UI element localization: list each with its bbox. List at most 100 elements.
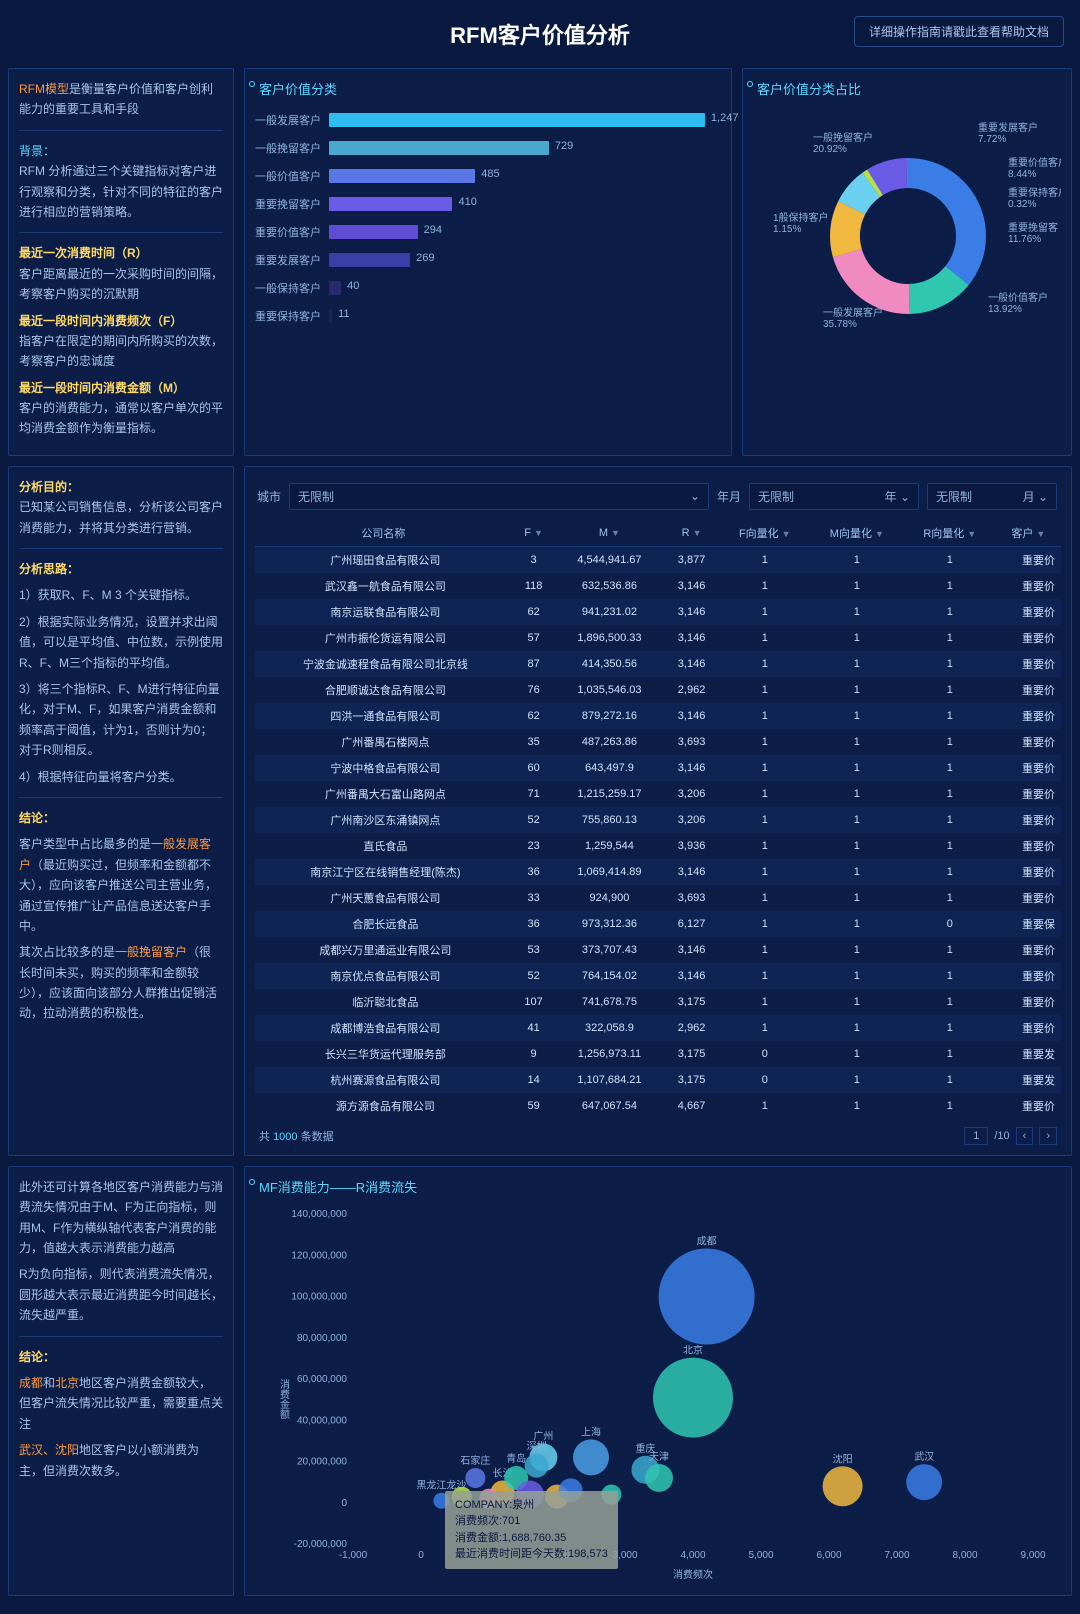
- chevron-down-icon: ⌄: [690, 489, 700, 503]
- scatter-chart-title: MF消费能力——R消费流失: [255, 1177, 1061, 1196]
- svg-text:重要挽留客11.76%: 重要挽留客11.76%: [1008, 221, 1058, 245]
- bar-row: 一般价值客户 485: [255, 162, 721, 190]
- svg-text:4,000: 4,000: [680, 1550, 705, 1561]
- bar-row: 重要挽留客户 410: [255, 190, 721, 218]
- table-row[interactable]: 长兴三华货运代理服务部91,256,973.113,175011重要发: [255, 1041, 1061, 1067]
- table-header[interactable]: R▼: [664, 520, 720, 547]
- donut-chart-title: 客户价值分类占比: [753, 79, 1061, 98]
- svg-text:沈阳: 沈阳: [833, 1452, 853, 1465]
- sidebar-analysis: 分析目的：已知某公司销售信息，分析该公司客户消费能力，并将其分类进行营销。 分析…: [8, 466, 234, 1156]
- filter-city-select[interactable]: 无限制⌄: [289, 483, 709, 510]
- bar-row: 重要发展客户 269: [255, 246, 721, 274]
- svg-text:青岛: 青岛: [506, 1452, 526, 1465]
- svg-text:上海: 上海: [581, 1425, 601, 1438]
- table-header[interactable]: F▼: [512, 520, 556, 547]
- bar-chart-title: 客户价值分类: [255, 79, 721, 98]
- bar-row: 重要保持客户 11: [255, 302, 721, 330]
- svg-text:深圳: 深圳: [527, 1440, 547, 1452]
- table-row[interactable]: 南京江宁区在线销售经理(陈杰)361,069,414.893,146111重要价: [255, 859, 1061, 885]
- table-row[interactable]: 广州市振伦货运有限公司571,896,500.333,146111重要价: [255, 625, 1061, 651]
- table-row[interactable]: 合肥顺诚达食品有限公司761,035,546.032,962111重要价: [255, 677, 1061, 703]
- svg-text:一般挽留客户20.92%: 一般挽留客户20.92%: [813, 131, 873, 155]
- table-header[interactable]: 客户▼: [996, 520, 1061, 547]
- svg-text:一般发展客户35.78%: 一般发展客户35.78%: [823, 306, 883, 330]
- page-current[interactable]: 1: [964, 1127, 988, 1145]
- svg-text:20,000,000: 20,000,000: [297, 1456, 347, 1467]
- svg-text:武汉: 武汉: [914, 1450, 934, 1463]
- table-row[interactable]: 南京运联食品有限公司62941,231.023,146111重要价: [255, 599, 1061, 625]
- table-header[interactable]: 公司名称: [255, 520, 512, 547]
- bar-row: 一般保持客户 40: [255, 274, 721, 302]
- table-row[interactable]: 四洪一通食品有限公司62879,272.163,146111重要价: [255, 703, 1061, 729]
- table-row[interactable]: 源方源食品有限公司59647,067.544,667111重要价: [255, 1093, 1061, 1119]
- table-row[interactable]: 广州南沙区东涌镇网点52755,860.133,206111重要价: [255, 807, 1061, 833]
- table-row[interactable]: 广州番禺大石富山路网点711,215,259.173,206111重要价: [255, 781, 1061, 807]
- svg-text:120,000,000: 120,000,000: [291, 1250, 347, 1261]
- svg-text:100,000,000: 100,000,000: [291, 1291, 347, 1302]
- svg-text:0: 0: [418, 1550, 424, 1561]
- svg-text:6,000: 6,000: [816, 1550, 841, 1561]
- bar-chart-panel: 客户价值分类 一般发展客户 1,247 一般挽留客户 729 一般价值客户 48…: [244, 68, 732, 456]
- donut-chart: 一般挽留客户20.92% 重要发展客户7.72% 重要价值客户8.44% 重要保持客户…: [753, 111, 1061, 361]
- svg-text:-20,000,000: -20,000,000: [294, 1539, 348, 1550]
- scatter-tooltip: COMPANY:泉州 消费频次:701 消费金额:1,688,760.35 最近…: [445, 1491, 618, 1569]
- filter-ym-label: 年月: [717, 488, 741, 505]
- table-row[interactable]: 宁波中格食品有限公司60643,497.93,146111重要价: [255, 755, 1061, 781]
- svg-text:成都: 成都: [697, 1235, 717, 1247]
- table-row[interactable]: 成都兴万里通运业有限公司53373,707.433,146111重要价: [255, 937, 1061, 963]
- table-header[interactable]: M向量化▼: [810, 520, 904, 547]
- donut-chart-panel: 客户价值分类占比 一般挽留客户20.92% 重要发展客户7.72% 重要价值客户8.…: [742, 68, 1072, 456]
- table-row[interactable]: 临沂聪北食品107741,678.753,175111重要价: [255, 989, 1061, 1015]
- filter-year-select[interactable]: 无限制年 ⌄: [749, 483, 919, 510]
- svg-text:重要发展客户7.72%: 重要发展客户7.72%: [978, 121, 1038, 145]
- scatter-chart-panel: MF消费能力——R消费流失 -20,000,000 0 20,000,000 40,0…: [244, 1166, 1072, 1596]
- table-row[interactable]: 杭州赛源食品有限公司141,107,684.213,175011重要发: [255, 1067, 1061, 1093]
- sidebar-rfm-intro: RFM模型是衡量客户价值和客户创利能力的重要工具和手段 背景：RFM 分析通过三…: [8, 68, 234, 456]
- table-header[interactable]: M▼: [555, 520, 663, 547]
- svg-text:0: 0: [341, 1498, 347, 1509]
- table-row[interactable]: 广州番禺石楼网点35487,263.863,693111重要价: [255, 729, 1061, 755]
- svg-text:140,000,000: 140,000,000: [291, 1209, 347, 1220]
- filter-month-select[interactable]: 无限制月 ⌄: [927, 483, 1057, 510]
- svg-text:1般保持客户1.15%: 1般保持客户1.15%: [773, 211, 829, 235]
- table-header[interactable]: F向量化▼: [720, 520, 810, 547]
- svg-text:9,000: 9,000: [1020, 1550, 1045, 1561]
- svg-text:一般价值客户13.92%: 一般价值客户13.92%: [988, 291, 1048, 315]
- svg-text:80,000,000: 80,000,000: [297, 1333, 347, 1344]
- svg-text:北京: 北京: [683, 1343, 703, 1356]
- svg-text:60,000,000: 60,000,000: [297, 1374, 347, 1385]
- data-table-panel: 城市 无限制⌄ 年月 无限制年 ⌄ 无限制月 ⌄ 公司名称F▼M▼R▼F向量化▼…: [244, 466, 1072, 1156]
- svg-text:40,000,000: 40,000,000: [297, 1415, 347, 1426]
- table-row[interactable]: 广州瑶田食品有限公司34,544,941.673,877111重要价: [255, 546, 1061, 573]
- page-next-button[interactable]: ›: [1039, 1127, 1057, 1145]
- svg-text:5,000: 5,000: [748, 1550, 773, 1561]
- help-button[interactable]: 详细操作指南请戳此查看帮助文档: [854, 16, 1064, 47]
- svg-text:消费金额: 消费金额: [278, 1378, 290, 1420]
- svg-text:-1,000: -1,000: [339, 1550, 368, 1561]
- table-row[interactable]: 直氏食品231,259,5443,936111重要价: [255, 833, 1061, 859]
- customer-table: 公司名称F▼M▼R▼F向量化▼M向量化▼R向量化▼客户▼ 广州瑶田食品有限公司3…: [255, 520, 1061, 1119]
- svg-text:重要保持客户0.32%: 重要保持客户0.32%: [1008, 186, 1061, 210]
- svg-text:8,000: 8,000: [952, 1550, 977, 1561]
- table-row[interactable]: 宁波金诚速程食品有限公司北京线87414,350.563,146111重要价: [255, 651, 1061, 677]
- svg-text:天津: 天津: [649, 1451, 669, 1463]
- svg-text:重要价值客户8.44%: 重要价值客户8.44%: [1008, 156, 1061, 180]
- table-row[interactable]: 武汉鑫一航食品有限公司118632,536.863,146111重要价: [255, 573, 1061, 599]
- sidebar-scatter-notes: 此外还可计算各地区客户消费能力与消费流失情况由于M、F为正向指标，则用M、F作为…: [8, 1166, 234, 1596]
- bar-row: 重要价值客户 294: [255, 218, 721, 246]
- table-header[interactable]: R向量化▼: [904, 520, 996, 547]
- table-row[interactable]: 广州天蕙食品有限公司33924,9003,693111重要价: [255, 885, 1061, 911]
- svg-text:消费频次: 消费频次: [673, 1568, 713, 1581]
- intro-highlight: RFM模型: [19, 82, 69, 96]
- bar-row: 一般发展客户 1,247: [255, 106, 721, 134]
- svg-text:石家庄: 石家庄: [460, 1454, 490, 1467]
- svg-text:7,000: 7,000: [884, 1550, 909, 1561]
- bar-row: 一般挽留客户 729: [255, 134, 721, 162]
- svg-text:广州: 广州: [533, 1430, 553, 1442]
- page-prev-button[interactable]: ‹: [1016, 1127, 1034, 1145]
- table-row[interactable]: 成都博浩食品有限公司41322,058.92,962111重要价: [255, 1015, 1061, 1041]
- table-row[interactable]: 南京优点食品有限公司52764,154.023,146111重要价: [255, 963, 1061, 989]
- table-row[interactable]: 合肥长远食品36973,312.366,127110重要保: [255, 911, 1061, 937]
- scatter-chart: -20,000,000 0 20,000,000 40,000,000 60,000,0…: [255, 1204, 1061, 1584]
- filter-city-label: 城市: [257, 488, 281, 505]
